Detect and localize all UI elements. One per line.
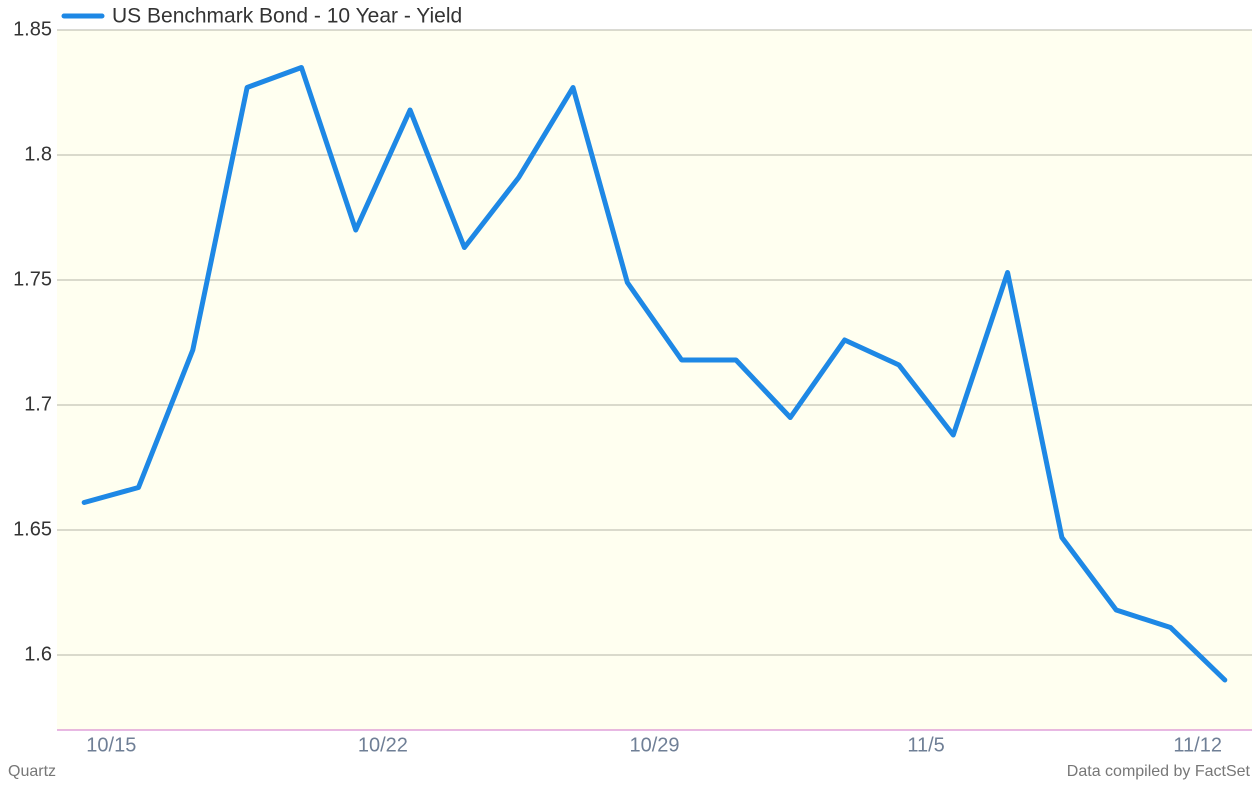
y-tick-label: 1.7 [24,393,52,415]
plot-area [57,30,1252,730]
source: Data compiled by FactSet [1067,763,1251,780]
credit: Quartz [8,763,56,780]
y-tick-label: 1.8 [24,143,52,165]
x-tick-label: 11/5 [907,734,944,756]
legend-label: US Benchmark Bond - 10 Year - Yield [112,5,462,28]
x-tick-label: 10/22 [358,734,408,756]
y-tick-label: 1.65 [13,518,52,540]
y-tick-label: 1.6 [24,643,52,665]
y-tick-label: 1.85 [13,18,52,40]
x-tick-label: 11/12 [1173,734,1222,756]
x-tick-label: 10/15 [86,734,136,756]
series-line [81,65,1228,683]
y-tick-label: 1.75 [13,268,52,290]
x-tick-label: 10/29 [629,734,679,756]
